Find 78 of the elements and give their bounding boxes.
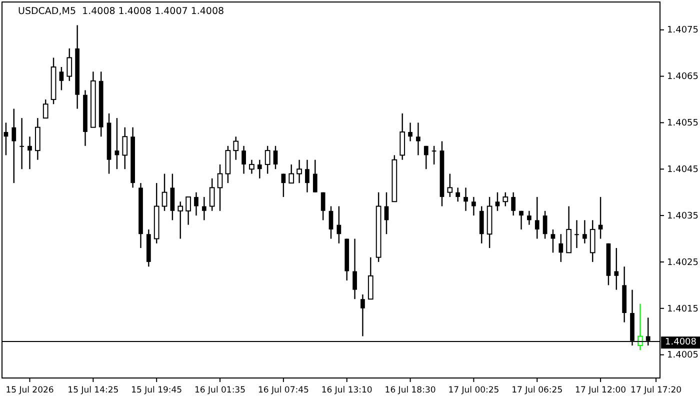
candlestick (170, 173, 175, 221)
candlestick (320, 192, 326, 221)
candlestick (534, 196, 540, 240)
candlestick (202, 196, 206, 221)
y-tick-label: 1.4045 (667, 164, 698, 175)
candlestick (12, 108, 16, 184)
candlestick (590, 220, 596, 263)
candlestick (264, 145, 270, 174)
candlestick (162, 173, 168, 212)
candlestick (312, 159, 318, 193)
x-tick-label: 17 Jul 00:25 (448, 386, 500, 396)
candlestick (368, 256, 374, 300)
candlestick (638, 303, 643, 351)
x-tick-label: 15 Jul 14:25 (68, 386, 119, 396)
x-tick-label: 16 Jul 18:30 (384, 386, 436, 396)
candlestick (28, 136, 32, 170)
candlestick (502, 192, 508, 207)
y-tick-label: 1.4035 (667, 211, 698, 222)
ref-line-label: 1.4008 (665, 338, 697, 348)
candlestick (217, 164, 223, 212)
y-tick-label: 1.4005 (667, 350, 698, 361)
candlestick (20, 117, 24, 170)
candlestick (59, 66, 64, 91)
candlestick (424, 145, 428, 170)
x-tick-label: 17 Jul 17:20 (630, 386, 682, 396)
candlestick (527, 210, 532, 226)
candlestick (519, 210, 524, 230)
candlestick (66, 48, 72, 82)
candlestick (464, 187, 468, 212)
x-tick-label: 17 Jul 06:25 (512, 386, 563, 396)
y-tick-label: 1.4015 (667, 304, 698, 314)
candlestick (558, 234, 564, 263)
candlestick (178, 201, 184, 240)
candlestick (566, 206, 572, 254)
candlestick (122, 126, 128, 170)
candlestick (511, 192, 516, 216)
y-tick-label: 1.4075 (667, 26, 698, 36)
candlestick (408, 122, 412, 142)
y-tick-label: 1.4025 (667, 258, 698, 268)
candlestick (242, 145, 246, 174)
candlestick (400, 112, 406, 160)
candlestick (296, 159, 302, 184)
candlestick (34, 117, 40, 160)
y-tick-label: 1.4065 (667, 72, 698, 82)
candlestick (249, 159, 254, 174)
candlestick (447, 173, 453, 198)
candlestick (225, 145, 231, 184)
candlestick (432, 145, 436, 166)
x-tick-label: 15 Jul 2026 (6, 386, 54, 396)
candlestick (186, 196, 191, 226)
candlestick (209, 178, 215, 212)
text: USDCAD,M5 1.4008 1.4008 1.4007 1.4008 (18, 6, 224, 17)
candlestick (305, 159, 310, 193)
candlestick (336, 206, 342, 244)
x-tick-label: 15 Jul 19:45 (131, 386, 182, 396)
x-tick-label: 16 Jul 01:35 (194, 386, 246, 396)
candlestick (194, 192, 198, 216)
x-tick-label: 16 Jul 07:45 (258, 386, 309, 396)
candlestick (472, 196, 476, 216)
candlestick (328, 206, 334, 240)
candlestick (582, 220, 587, 244)
candlestick (352, 238, 357, 300)
candlestick (542, 210, 548, 240)
candlestick (416, 122, 420, 156)
y-tick-label: 1.4055 (667, 118, 698, 129)
candlestick (233, 136, 239, 160)
candlestick (614, 247, 619, 290)
candlestick (456, 187, 460, 202)
candlestick (42, 98, 48, 119)
candlestick (257, 159, 262, 179)
candlestick (574, 220, 579, 249)
x-tick-label: 17 Jul 12:00 (575, 386, 626, 396)
candlestick (273, 145, 278, 170)
candlestick (479, 206, 484, 244)
candlestick (360, 294, 365, 337)
candlestick (384, 192, 389, 235)
candlestick (288, 164, 294, 184)
x-tick-label: 16 Jul 13:10 (321, 386, 372, 396)
